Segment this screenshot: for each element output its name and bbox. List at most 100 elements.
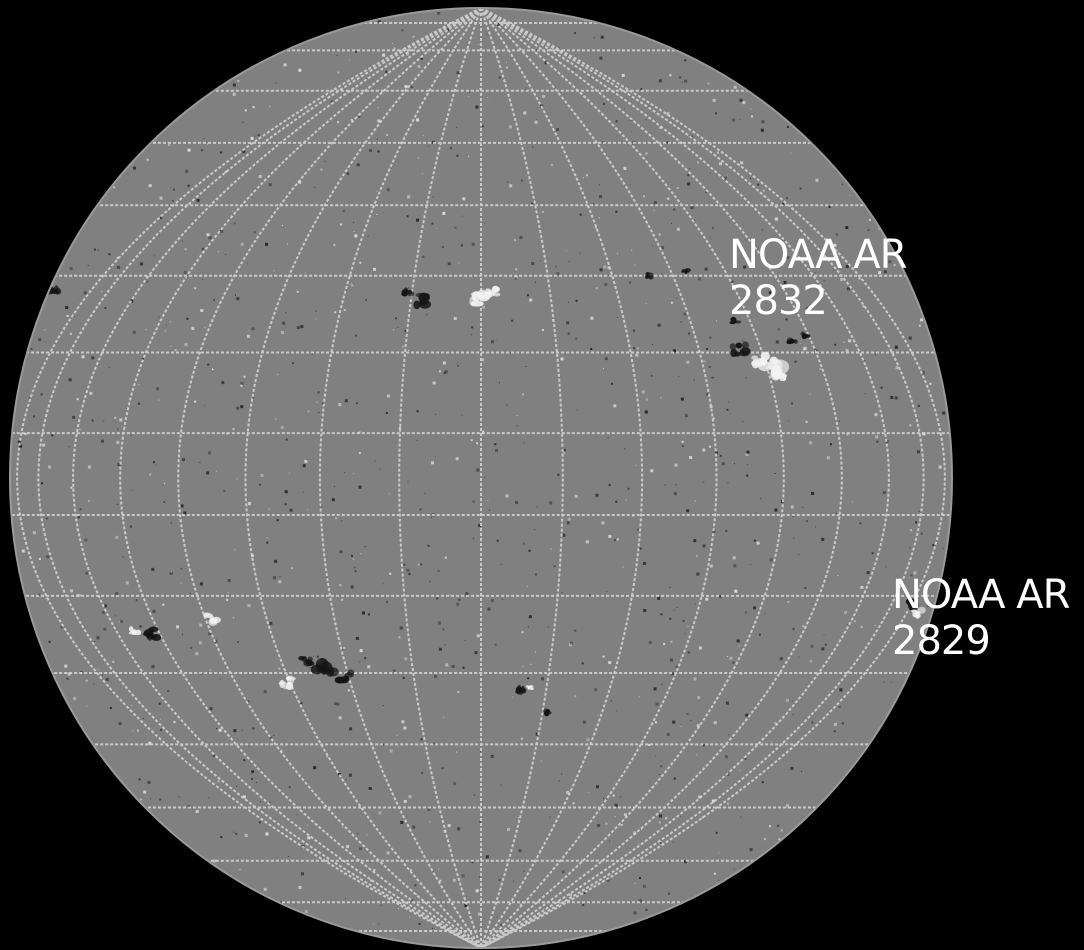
- positive-flux-speck: [258, 175, 262, 179]
- negative-flux-speck: [883, 681, 885, 683]
- negative-flux-speck: [926, 603, 930, 607]
- positive-flux-speck: [862, 305, 865, 308]
- positive-flux-speck: [597, 715, 599, 717]
- positive-flux-speck: [291, 567, 294, 570]
- negative-flux-speck: [251, 327, 255, 331]
- positive-flux-speck: [567, 517, 571, 521]
- positive-flux-speck: [638, 696, 640, 698]
- negative-flux-speck: [359, 661, 361, 663]
- positive-flux-speck: [800, 342, 802, 344]
- negative-flux-speck: [216, 728, 218, 730]
- negative-flux-speck: [291, 362, 294, 365]
- positive-flux-speck: [338, 716, 342, 720]
- negative-flux-speck: [680, 724, 682, 726]
- negative-flux-speck: [364, 546, 366, 548]
- negative-flux-speck: [527, 626, 529, 628]
- negative-flux-speck: [420, 738, 423, 741]
- negative-flux-speck: [758, 633, 761, 636]
- negative-flux-speck: [253, 231, 256, 234]
- negative-flux-speck: [336, 702, 340, 706]
- negative-flux-speck: [221, 381, 225, 385]
- negative-flux-speck: [422, 255, 425, 258]
- positive-flux-speck: [712, 98, 716, 102]
- positive-flux-speck: [389, 749, 393, 753]
- positive-flux-speck: [436, 227, 438, 229]
- positive-flux-speck: [349, 59, 351, 61]
- negative-flux-speck: [659, 814, 663, 818]
- negative-flux-speck: [613, 539, 616, 542]
- negative-flux-speck: [734, 463, 736, 465]
- negative-flux-speck: [593, 203, 595, 205]
- negative-flux-speck: [658, 79, 662, 83]
- negative-flux-speck: [739, 98, 743, 102]
- meridian-line: [480, 8, 946, 948]
- negative-flux-speck: [60, 626, 63, 629]
- negative-flux-speck: [690, 206, 694, 210]
- negative-flux-speck: [117, 462, 121, 466]
- meridian-line: [480, 8, 843, 948]
- positive-flux-speck: [24, 432, 27, 435]
- positive-flux-speck: [569, 893, 573, 897]
- negative-flux-speck: [678, 376, 680, 378]
- positive-flux-speck: [101, 291, 103, 293]
- negative-flux-speck: [376, 138, 378, 140]
- negative-flux-speck: [41, 482, 44, 485]
- negative-flux-speck: [484, 222, 486, 224]
- positive-flux-speck: [391, 42, 393, 44]
- negative-flux-speck: [436, 597, 439, 600]
- positive-flux-speck: [707, 82, 710, 85]
- positive-flux-speck: [430, 461, 434, 465]
- negative-flux-speck: [539, 260, 541, 262]
- positive-flux-speck: [457, 690, 460, 693]
- positive-flux-speck: [337, 71, 340, 74]
- positive-flux-speck: [240, 384, 243, 387]
- flux-concentration: [142, 626, 162, 641]
- positive-flux-speck: [159, 196, 163, 200]
- positive-flux-speck: [726, 802, 729, 805]
- positive-flux-speck: [149, 473, 152, 476]
- negative-flux-speck: [594, 688, 598, 692]
- negative-flux-speck: [233, 729, 237, 733]
- negative-flux-speck: [116, 265, 120, 269]
- negative-flux-speck: [342, 210, 345, 213]
- negative-flux-speck: [117, 428, 119, 430]
- negative-flux-speck: [749, 848, 753, 852]
- positive-flux-speck: [837, 575, 839, 577]
- positive-flux-speck: [252, 106, 255, 109]
- positive-flux-speck: [244, 109, 247, 112]
- positive-flux-speck: [198, 641, 202, 645]
- negative-flux-speck: [495, 339, 497, 341]
- negative-flux-speck: [461, 874, 465, 878]
- negative-flux-speck: [68, 446, 70, 448]
- negative-flux-speck: [802, 506, 804, 508]
- negative-flux-speck: [673, 609, 675, 611]
- negative-flux-speck: [223, 489, 226, 492]
- negative-flux-speck: [471, 326, 474, 329]
- positive-flux-speck: [860, 585, 864, 589]
- negative-flux-speck: [557, 473, 560, 476]
- positive-flux-speck: [631, 249, 633, 251]
- negative-flux-speck: [203, 138, 205, 140]
- positive-flux-speck: [342, 826, 344, 828]
- negative-flux-speck: [151, 665, 155, 669]
- positive-flux-speck: [137, 255, 139, 257]
- positive-flux-speck: [602, 368, 604, 370]
- negative-flux-speck: [815, 526, 817, 528]
- negative-flux-speck: [240, 405, 244, 409]
- positive-flux-speck: [733, 85, 737, 89]
- positive-flux-speck: [407, 195, 411, 199]
- positive-flux-speck: [909, 424, 912, 427]
- negative-flux-speck: [867, 229, 870, 232]
- negative-flux-speck: [671, 672, 675, 676]
- negative-flux-speck: [512, 880, 514, 882]
- positive-flux-speck: [86, 705, 88, 707]
- negative-flux-speck: [181, 240, 183, 242]
- negative-flux-speck: [675, 484, 677, 486]
- positive-flux-speck: [572, 802, 575, 805]
- negative-flux-speck: [331, 498, 335, 502]
- negative-flux-speck: [207, 363, 210, 366]
- positive-flux-speck: [878, 271, 882, 275]
- positive-flux-speck: [266, 537, 268, 539]
- negative-flux-speck: [353, 221, 355, 223]
- positive-flux-speck: [750, 115, 753, 118]
